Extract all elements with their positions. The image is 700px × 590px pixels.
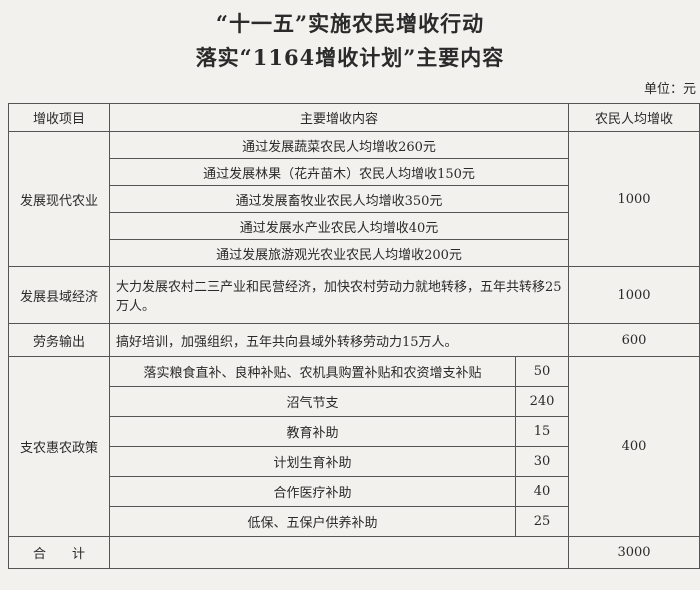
value-cell: 240	[515, 386, 569, 417]
title-line-1: “十一五”实施农民增收行动	[215, 11, 485, 36]
header-content: 主要增收内容	[109, 103, 569, 132]
content-cell: 沼气节支	[109, 386, 516, 417]
total-row: 合 计 3000	[8, 536, 700, 569]
table-row: 劳务输出 搞好培训，加强组织，五年共向县域外转移劳动力15万人。 600	[8, 323, 700, 357]
content-cell: 通过发展水产业农民人均增收40元	[109, 212, 569, 240]
content-cell: 教育补助	[109, 416, 516, 447]
table-row: 支农惠农政策 落实粮食直补、良种补贴、农机具购置补贴和农资增支补贴 50 400	[8, 356, 700, 537]
table-row: 教育补助 15	[9, 416, 700, 447]
table-row: 合作医疗补助 40	[9, 476, 700, 507]
section-name: 发展现代农业	[8, 131, 110, 267]
content-cell: 通过发展蔬菜农民人均增收260元	[109, 131, 569, 159]
content-cell: 通过发展林果（花卉苗木）农民人均增收150元	[109, 158, 569, 186]
content-cell: 通过发展旅游观光农业农民人均增收200元	[109, 239, 569, 267]
content-cell: 合作医疗补助	[109, 476, 516, 507]
total-amount: 3000	[568, 536, 700, 569]
content-cell: 搞好培训，加强组织，五年共向县域外转移劳动力15万人。	[109, 323, 569, 357]
table-row: 发展县域经济 大力发展农村二三产业和民营经济，加快农村劳动力就地转移，五年共转移…	[8, 266, 700, 324]
section-name: 劳务输出	[8, 323, 110, 357]
value-cell: 15	[515, 416, 569, 447]
content-cell: 大力发展农村二三产业和民营经济，加快农村劳动力就地转移，五年共转移25万人。	[109, 266, 569, 324]
title-line-2: 落实“1164增收计划”主要内容	[195, 45, 505, 70]
content-cell: 计划生育补助	[109, 446, 516, 477]
header-item: 增收项目	[8, 103, 110, 132]
header-amount: 农民人均增收	[568, 103, 700, 132]
section-name: 支农惠农政策	[8, 356, 110, 537]
table-row: 通过发展林果（花卉苗木）农民人均增收150元	[9, 158, 700, 186]
total-label: 合 计	[8, 536, 110, 569]
content-cell: 落实粮食直补、良种补贴、农机具购置补贴和农资增支补贴	[109, 356, 516, 387]
value-cell: 40	[515, 476, 569, 507]
value-cell: 50	[515, 356, 569, 387]
content-cell: 通过发展畜牧业农民人均增收350元	[109, 185, 569, 213]
table-header-row: 增收项目 主要增收内容 农民人均增收	[8, 103, 700, 132]
section-name: 发展县域经济	[8, 266, 110, 324]
table-row: 通过发展旅游观光农业农民人均增收200元	[9, 239, 700, 267]
value-cell: 25	[515, 506, 569, 537]
table-row: 低保、五保户供养补助 25	[9, 506, 700, 537]
amount-cell: 600	[568, 323, 700, 357]
amount-cell: 400	[568, 356, 700, 537]
value-cell: 30	[515, 446, 569, 477]
table-row: 计划生育补助 30	[9, 446, 700, 477]
table-row: 通过发展畜牧业农民人均增收350元	[9, 185, 700, 213]
income-plan-table: 增收项目 主要增收内容 农民人均增收 发展现代农业 通过发展蔬菜农民人均增收26…	[8, 103, 700, 569]
unit-label: 单位：元	[643, 82, 696, 97]
amount-cell: 1000	[568, 131, 700, 267]
content-cell: 低保、五保户供养补助	[109, 506, 516, 537]
table-row: 发展现代农业 通过发展蔬菜农民人均增收260元 1000	[8, 131, 700, 267]
amount-cell: 1000	[568, 266, 700, 324]
total-content	[109, 536, 569, 569]
